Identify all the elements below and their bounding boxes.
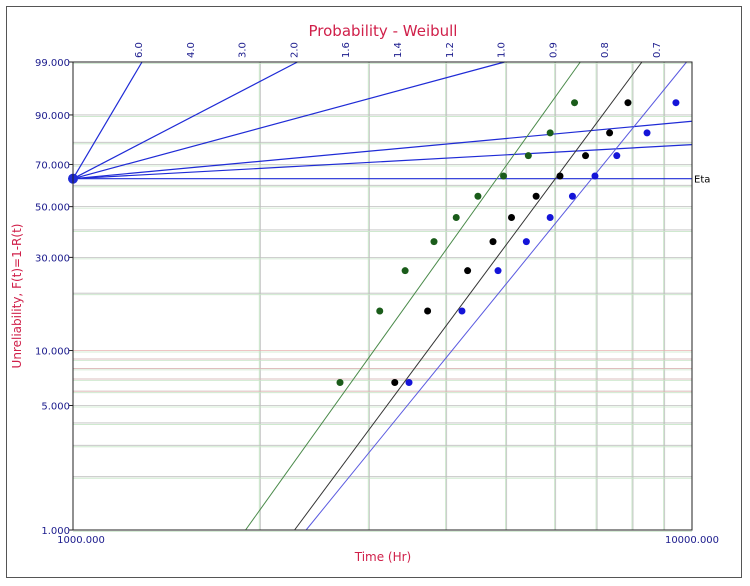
eta-label: Eta [694, 175, 710, 186]
beta-label: 1.0 [497, 42, 508, 58]
chart-title: Probability - Weibull [309, 22, 458, 40]
fit-line-green [245, 61, 581, 531]
data-point-green [430, 238, 438, 246]
data-point-blue [546, 213, 554, 221]
beta-label: 0.9 [548, 42, 559, 58]
plot-border [72, 61, 693, 531]
beta-scale-lines [68, 61, 693, 184]
data-point-black [489, 238, 497, 246]
chart-frame [6, 6, 742, 578]
data-point-black [391, 378, 399, 386]
fit-lines [245, 61, 687, 531]
y-tick-label: 10.000 [35, 347, 70, 358]
data-point-green [546, 129, 554, 137]
data-point-black [424, 307, 432, 315]
y-tick-label: 90.000 [35, 111, 70, 122]
data-point-black [532, 192, 540, 200]
data-point-black [624, 99, 632, 107]
data-point-black [606, 129, 614, 137]
fit-line-black [294, 61, 643, 531]
x-tick-label: 10000.000 [665, 535, 719, 546]
y-tick-label: 99.000 [35, 58, 70, 69]
tick-labels: 6.0 4.0 3.0 2.0 1.6 1.4 1.2 1.0 0.9 0.8 0.7 Eta 1.00… [35, 42, 719, 546]
beta-label: 1.2 [445, 42, 456, 58]
data-point-green [401, 267, 409, 275]
beta-label: 0.8 [600, 42, 611, 58]
grid [73, 61, 692, 532]
data-point-blue [568, 192, 576, 200]
y-tick-label: 70.000 [35, 160, 70, 171]
data-point-blue [613, 152, 621, 160]
beta-label: 1.4 [393, 42, 404, 58]
beta-line [72, 144, 693, 180]
data-point-blue [643, 129, 651, 137]
x-tick-label: 1000.000 [57, 535, 105, 546]
data-point-green [524, 152, 532, 160]
beta-line [72, 61, 505, 180]
data-point-green [571, 99, 579, 107]
beta-label: 6.0 [134, 42, 145, 58]
data-point-black [464, 267, 472, 275]
data-point-blue [672, 99, 680, 107]
beta-label: 3.0 [238, 42, 249, 58]
beta-label: 1.6 [341, 42, 352, 58]
x-axis-label: Time (Hr) [354, 550, 412, 564]
beta-label: 2.0 [289, 42, 300, 58]
data-point-green [376, 307, 384, 315]
y-tick-label: 30.000 [35, 253, 70, 264]
fit-line-blue [305, 61, 687, 531]
data-points [336, 99, 680, 386]
beta-label: 4.0 [186, 42, 197, 58]
data-point-blue [494, 267, 502, 275]
y-tick-label: 5.000 [41, 402, 70, 413]
y-tick-label: 1.000 [41, 526, 70, 537]
y-tick-label: 50.000 [35, 203, 70, 214]
beta-line [72, 120, 693, 180]
data-point-black [556, 172, 564, 180]
data-point-blue [458, 307, 466, 315]
data-point-green [500, 172, 508, 180]
data-point-black [582, 152, 590, 160]
beta-line [72, 61, 298, 180]
y-axis-label: Unreliability, F(t)=1-R(t) [10, 224, 24, 369]
beta-label: 0.7 [652, 42, 663, 58]
data-point-green [474, 192, 482, 200]
axes [69, 61, 693, 531]
data-point-green [452, 213, 460, 221]
data-point-blue [405, 378, 413, 386]
data-point-blue [522, 238, 530, 246]
data-point-green [336, 378, 344, 386]
data-point-blue [591, 172, 599, 180]
beta-line [72, 61, 143, 179]
data-point-black [508, 213, 516, 221]
